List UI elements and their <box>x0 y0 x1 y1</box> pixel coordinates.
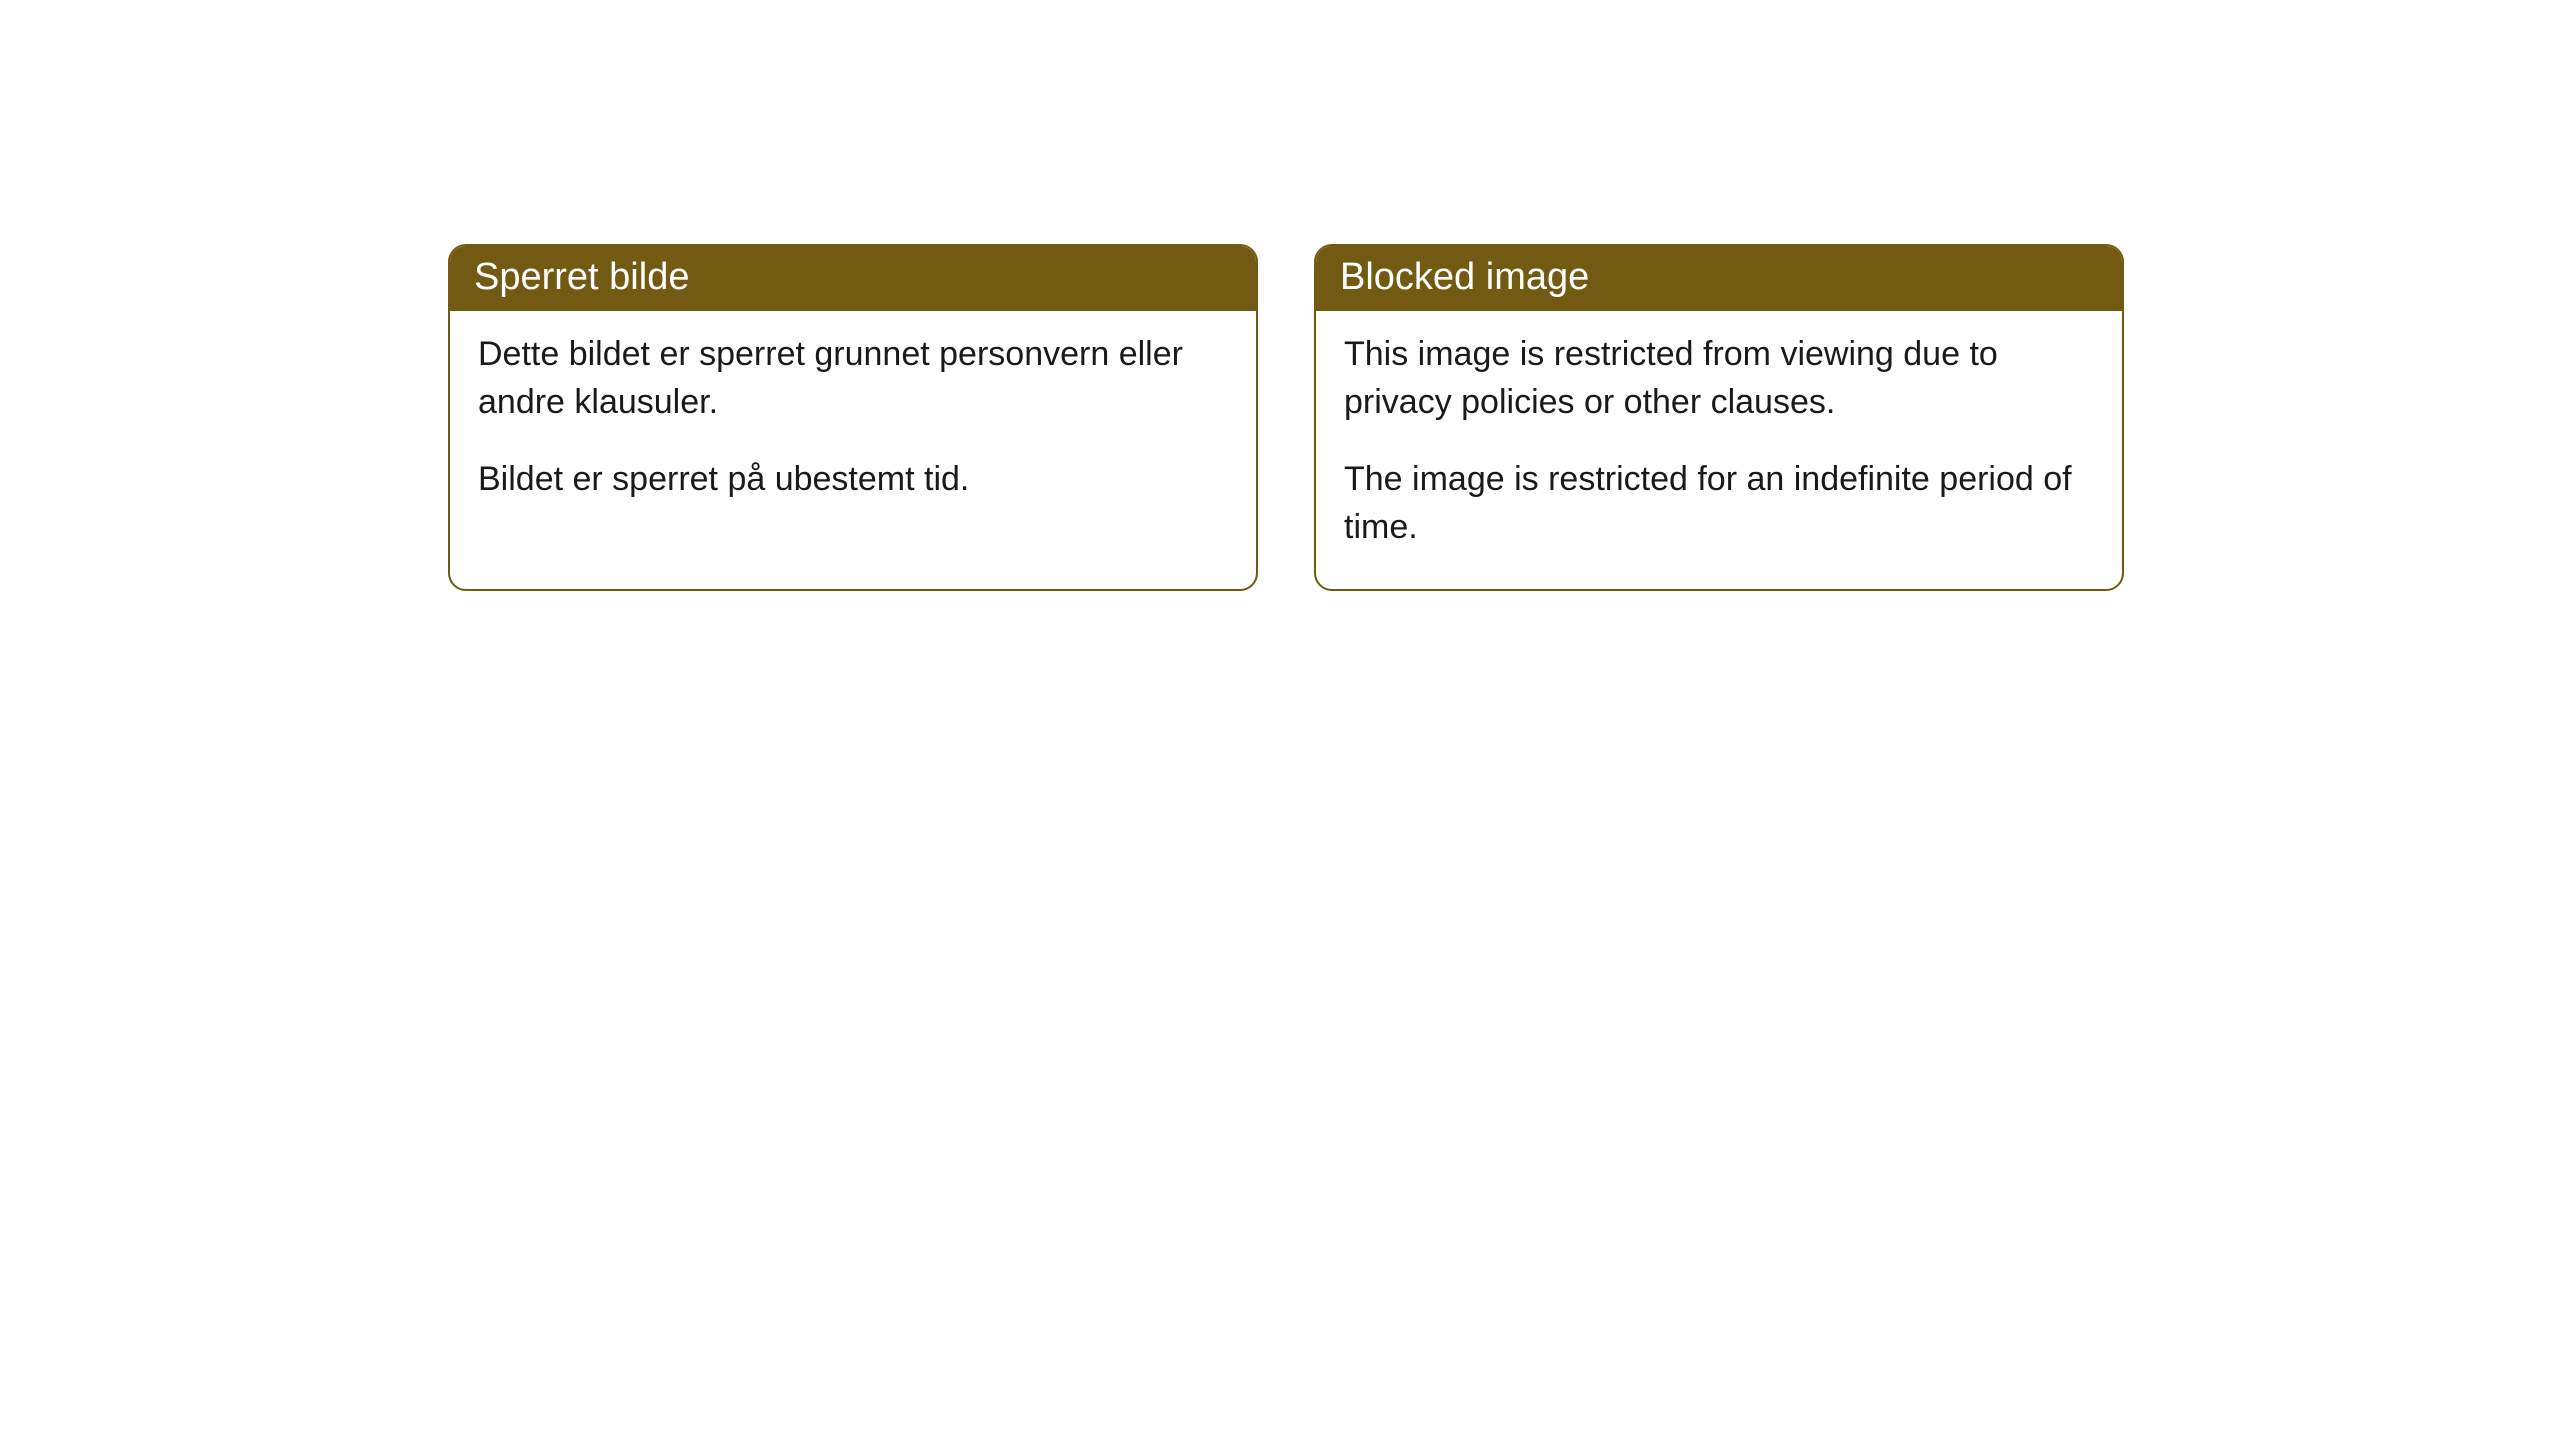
notice-paragraph-2: The image is restricted for an indefinit… <box>1344 456 2094 551</box>
notice-container: Sperret bilde Dette bildet er sperret gr… <box>0 0 2560 591</box>
notice-header-english: Blocked image <box>1316 246 2122 311</box>
notice-paragraph-1: This image is restricted from viewing du… <box>1344 331 2094 426</box>
notice-body-english: This image is restricted from viewing du… <box>1316 311 2122 589</box>
notice-card-norwegian: Sperret bilde Dette bildet er sperret gr… <box>448 244 1258 591</box>
notice-card-english: Blocked image This image is restricted f… <box>1314 244 2124 591</box>
notice-header-norwegian: Sperret bilde <box>450 246 1256 311</box>
notice-body-norwegian: Dette bildet er sperret grunnet personve… <box>450 311 1256 542</box>
notice-paragraph-2: Bildet er sperret på ubestemt tid. <box>478 456 1228 504</box>
notice-paragraph-1: Dette bildet er sperret grunnet personve… <box>478 331 1228 426</box>
